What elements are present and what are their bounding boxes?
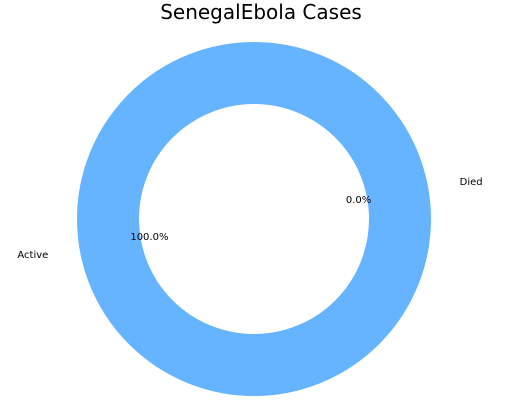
slice-label-died: Died: [460, 177, 483, 188]
pct-label-active: 100.0%: [130, 232, 168, 243]
slice-active: [77, 42, 431, 396]
slice-label-active: Active: [17, 250, 48, 261]
pct-label-died: 0.0%: [346, 195, 371, 206]
donut-labels: Active 100.0% Died 0.0%: [17, 177, 482, 261]
chart-title: SenegalEbola Cases: [160, 0, 362, 24]
donut-slices: [77, 42, 431, 396]
